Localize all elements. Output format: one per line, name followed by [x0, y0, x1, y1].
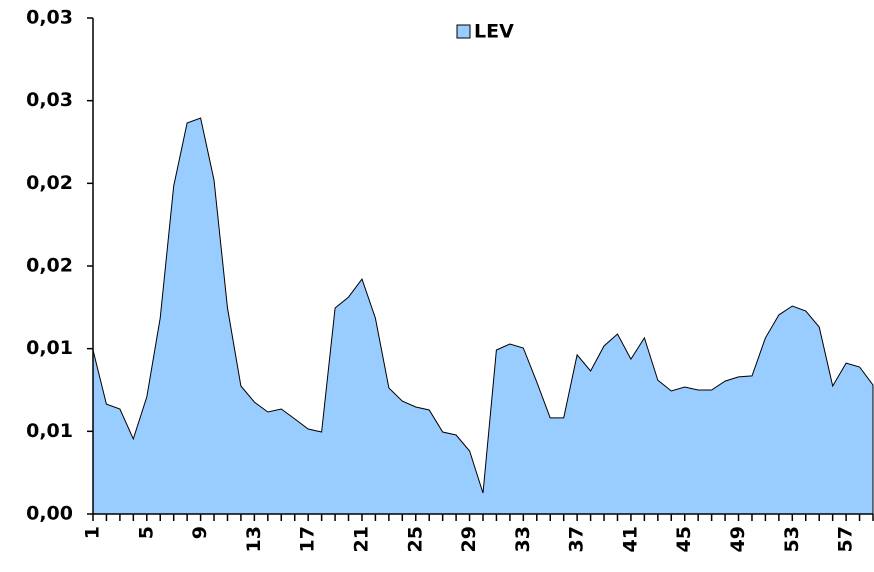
x-tick-label: 13 — [243, 526, 265, 552]
y-tick-label: 0,01 — [26, 420, 73, 442]
y-tick-label: 0,01 — [26, 337, 73, 359]
x-tick-label: 1 — [82, 526, 104, 539]
x-tick-label: 17 — [297, 526, 319, 552]
x-tick-label: 41 — [619, 526, 641, 552]
x-tick-label: 29 — [458, 526, 480, 552]
x-tick-label: 9 — [189, 526, 211, 539]
y-tick-label: 0,03 — [26, 7, 73, 29]
y-tick-label: 0,02 — [26, 172, 73, 194]
x-tick-label: 33 — [512, 526, 534, 552]
y-tick-label: 0,02 — [26, 255, 73, 277]
x-tick-label: 53 — [781, 526, 803, 552]
legend-label: LEV — [474, 21, 514, 43]
x-tick-label: 25 — [404, 526, 426, 552]
area — [92, 117, 874, 515]
y-tick-label: 0,03 — [26, 89, 73, 111]
y-tick-label: 0,00 — [26, 503, 73, 525]
x-tick-label: 57 — [835, 526, 857, 552]
x-tick-label: 37 — [566, 526, 588, 552]
x-tick-label: 49 — [727, 526, 749, 552]
x-tick-label: 5 — [135, 526, 157, 539]
x-tick-label: 21 — [350, 526, 372, 552]
legend-swatch — [456, 24, 471, 39]
x-tick-label: 45 — [673, 526, 695, 552]
